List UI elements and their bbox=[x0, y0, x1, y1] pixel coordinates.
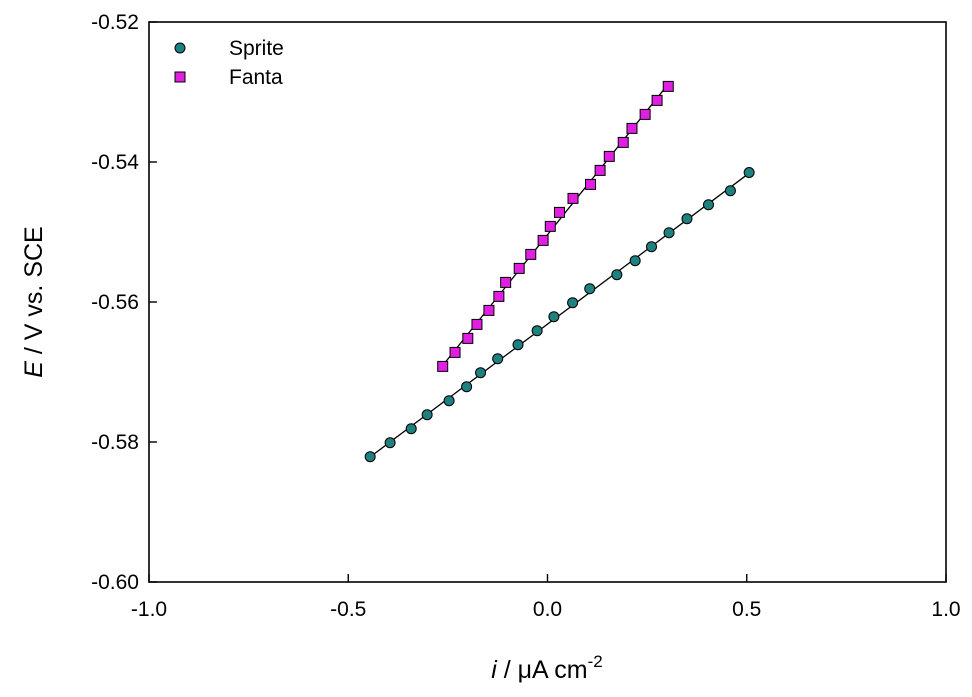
legend-label-sprite: Sprite bbox=[229, 37, 284, 60]
x-tick-label: -1.0 bbox=[131, 598, 167, 621]
data-point-sprite bbox=[364, 451, 376, 463]
data-point-sprite bbox=[646, 241, 658, 253]
data-point-sprite bbox=[421, 409, 433, 421]
legend: Sprite Fanta bbox=[174, 37, 284, 89]
y-tick-labels: -0.60 -0.58 -0.56 -0.54 -0.52 bbox=[91, 11, 139, 594]
plot-frame bbox=[148, 21, 947, 583]
y-tick-label: -0.56 bbox=[91, 291, 139, 314]
data-point-fanta bbox=[471, 318, 483, 330]
data-point-sprite bbox=[531, 325, 543, 337]
x-tick-label: 1.0 bbox=[931, 598, 960, 621]
data-point-fanta bbox=[651, 94, 663, 106]
data-point-sprite bbox=[567, 297, 579, 309]
x-axis-label-exponent: -2 bbox=[588, 652, 603, 671]
data-point-fanta bbox=[639, 108, 651, 120]
data-point-fanta bbox=[525, 248, 537, 260]
data-point-sprite bbox=[663, 227, 675, 239]
x-axis-label-unit: / μA cm bbox=[497, 656, 588, 684]
x-tick-labels: -1.0 -0.5 0.0 0.5 1.0 bbox=[131, 598, 961, 621]
data-point-fanta bbox=[500, 276, 512, 288]
data-point-fanta bbox=[513, 262, 525, 274]
data-point-fanta bbox=[449, 346, 461, 358]
data-point-sprite bbox=[475, 367, 487, 379]
y-tick-label: -0.58 bbox=[91, 431, 139, 454]
legend-label-fanta: Fanta bbox=[229, 66, 283, 89]
data-point-sprite bbox=[584, 283, 596, 295]
data-point-fanta bbox=[544, 220, 556, 232]
data-point-fanta bbox=[483, 304, 495, 316]
data-point-fanta bbox=[553, 206, 565, 218]
data-point-fanta bbox=[493, 290, 505, 302]
data-point-fanta bbox=[594, 164, 606, 176]
data-point-sprite bbox=[611, 269, 623, 281]
data-point-sprite bbox=[681, 213, 693, 225]
data-point-fanta bbox=[537, 234, 549, 246]
y-axis-label-unit: / V vs. SCE bbox=[20, 226, 48, 361]
data-point-sprite bbox=[724, 185, 736, 197]
x-tick-label: -0.5 bbox=[330, 598, 366, 621]
data-point-sprite bbox=[548, 311, 560, 323]
y-tick-label: -0.60 bbox=[91, 571, 139, 594]
data-point-sprite bbox=[743, 167, 755, 178]
axis-ticks bbox=[148, 21, 947, 583]
legend-marker-fanta bbox=[174, 71, 186, 83]
y-tick-label: -0.54 bbox=[91, 151, 139, 174]
data-point-fanta bbox=[567, 192, 579, 204]
data-point-fanta bbox=[617, 136, 629, 148]
data-point-sprite bbox=[461, 381, 473, 393]
fit-lines bbox=[369, 83, 750, 458]
y-axis-label: E / V vs. SCE bbox=[20, 226, 48, 377]
legend-marker-sprite bbox=[174, 42, 186, 54]
data-point-sprite bbox=[492, 353, 504, 365]
data-point-sprite bbox=[405, 423, 417, 435]
data-point-sprite bbox=[384, 437, 396, 449]
y-tick-label: -0.52 bbox=[91, 11, 139, 34]
data-point-sprite bbox=[512, 339, 524, 351]
x-tick-label: 0.5 bbox=[732, 598, 761, 621]
y-axis-label-symbol: E bbox=[20, 361, 48, 378]
data-points bbox=[364, 80, 755, 463]
data-point-sprite bbox=[443, 395, 455, 407]
data-point-fanta bbox=[603, 150, 615, 162]
x-axis-label: i / μA cm-2 bbox=[491, 652, 603, 684]
data-point-sprite bbox=[629, 255, 641, 267]
data-point-fanta bbox=[585, 178, 597, 190]
data-point-fanta bbox=[662, 80, 674, 92]
x-tick-label: 0.0 bbox=[533, 598, 562, 621]
data-point-fanta bbox=[437, 360, 449, 372]
data-point-fanta bbox=[462, 332, 474, 344]
data-point-sprite bbox=[702, 199, 714, 211]
data-point-fanta bbox=[626, 122, 638, 134]
x-axis-label-symbol: i bbox=[491, 656, 498, 684]
